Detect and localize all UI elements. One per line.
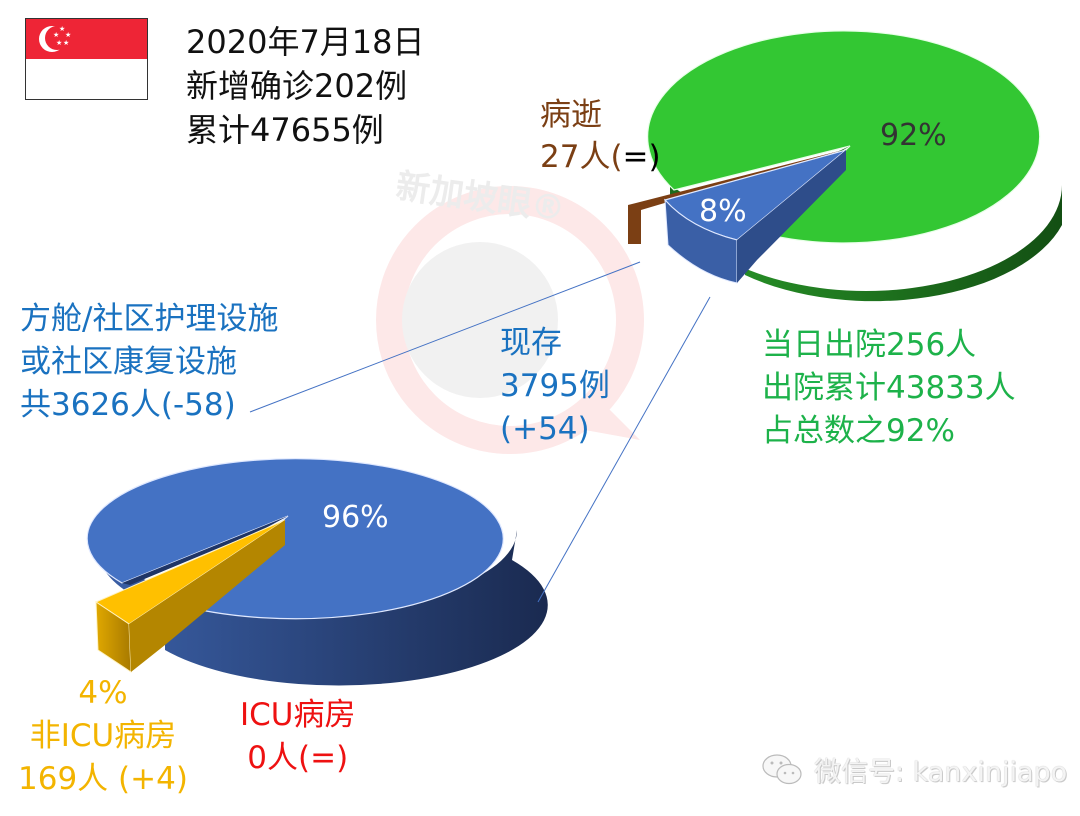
- icu-label: ICU病房 0人(=): [240, 694, 355, 780]
- current-line-1: 现存: [500, 325, 562, 361]
- death-count: 27人(: [540, 139, 623, 175]
- wechat-icon: [762, 753, 802, 784]
- non-icu-title: 非ICU病房: [29, 718, 177, 754]
- top-pie-main-pct: 92%: [880, 118, 947, 153]
- discharged-line-1: 当日出院256人: [762, 327, 977, 363]
- non-icu-label: 4% 非ICU病房 169人 (+4): [18, 672, 188, 801]
- new-cases-label: 新增确诊202例: [186, 67, 408, 105]
- date-label: 2020年7月18日: [186, 23, 425, 61]
- death-title: 病逝: [540, 97, 602, 133]
- svg-text:★: ★: [65, 31, 71, 39]
- wechat-id: 微信号: kanxinjiapo: [814, 757, 1068, 788]
- community-line-2: 或社区康复设施: [20, 344, 237, 380]
- svg-text:★: ★: [53, 31, 59, 39]
- top-pie-small-pct: 8%: [699, 194, 747, 229]
- current-line-3: (+54): [500, 411, 590, 447]
- discharged-label: 当日出院256人 出院累计43833人 占总数之92%: [762, 324, 1016, 453]
- current-cases-label: 现存 3795例 (+54): [500, 322, 610, 451]
- death-label: 病逝 27人(=): [540, 94, 661, 178]
- singapore-flag-icon: ★ ★ ★ ★ ★: [25, 18, 148, 100]
- bottom-pie-main-pct: 96%: [322, 500, 389, 535]
- bottom-pie: [86, 458, 548, 686]
- current-line-2: 3795例: [500, 368, 610, 404]
- community-line-1: 方舱/社区护理设施: [20, 301, 279, 337]
- discharged-line-2: 出院累计43833人: [762, 370, 1016, 406]
- total-cases-label: 累计47655例: [186, 111, 384, 149]
- non-icu-count: 169人 (+4): [18, 761, 188, 797]
- death-change: =): [622, 139, 661, 175]
- svg-text:★: ★: [56, 39, 62, 47]
- header-block: 2020年7月18日 新增确诊202例 累计47655例: [186, 20, 425, 152]
- icu-title: ICU病房: [240, 697, 356, 733]
- connector-line: [537, 296, 711, 603]
- top-pie: [628, 30, 1062, 302]
- community-facility-label: 方舱/社区护理设施 或社区康复设施 共3626人(-58): [20, 298, 278, 427]
- discharged-line-3: 占总数之92%: [762, 413, 955, 449]
- non-icu-pct: 4%: [78, 675, 128, 711]
- wechat-watermark: 微信号: kanxinjiapo: [760, 750, 1067, 789]
- icu-count: 0人(=): [247, 740, 349, 776]
- svg-text:★: ★: [59, 25, 65, 33]
- svg-text:★: ★: [63, 39, 69, 47]
- community-line-3: 共3626人(-58): [20, 387, 236, 423]
- connector-line: [249, 261, 641, 413]
